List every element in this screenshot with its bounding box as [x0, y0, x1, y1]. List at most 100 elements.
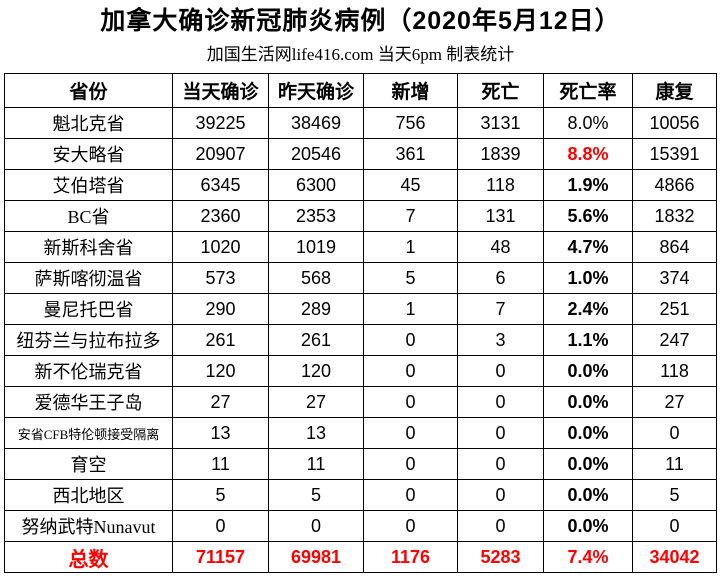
cell-new: 45: [363, 169, 458, 201]
cell-today: 1020: [172, 231, 269, 263]
table-row: 努纳武特Nunavut 0 0 0 0 0.0% 0: [4, 510, 717, 542]
cell-deaths: 3: [457, 324, 544, 356]
cell-new: 756: [363, 107, 458, 139]
cell-province: BC省: [4, 200, 173, 232]
cell-province: 育空: [4, 448, 173, 480]
table-row: BC省 2360 2353 7 131 5.6% 1832: [4, 200, 717, 232]
cell-today: 6345: [172, 169, 269, 201]
cell-new: 5: [363, 262, 458, 294]
column-header-3: 新增: [363, 73, 458, 108]
cell-province: 新不伦瑞克省: [4, 355, 173, 387]
cell-recovered: 247: [632, 324, 717, 356]
table-row: 艾伯塔省 6345 6300 45 118 1.9% 4866: [4, 169, 717, 201]
cell-yesterday: 2353: [268, 200, 364, 232]
cell-deaths: 0: [457, 479, 544, 511]
cell-today: 573: [172, 262, 269, 294]
column-header-4: 死亡: [457, 73, 544, 108]
cell-death-rate: 1.9%: [543, 169, 633, 201]
cell-death-rate: 4.7%: [543, 231, 633, 263]
cell-death-rate: 0.0%: [543, 386, 633, 418]
table-row: 西北地区 5 5 0 0 0.0% 5: [4, 479, 717, 511]
cell-new: 1: [363, 293, 458, 325]
total-cell-death-rate: 7.4%: [543, 541, 633, 573]
table-row: 安省CFB特伦顿接受隔离 13 13 0 0 0.0% 0: [4, 417, 717, 449]
cell-yesterday: 13: [268, 417, 364, 449]
table-row: 安大略省 20907 20546 361 1839 8.8% 15391: [4, 138, 717, 170]
cell-death-rate: 0.0%: [543, 448, 633, 480]
cell-province: 魁北克省: [4, 107, 173, 139]
cell-province: 纽芬兰与拉布拉多: [4, 324, 173, 356]
column-header-2: 昨天确诊: [268, 73, 364, 108]
cell-death-rate: 0.0%: [543, 355, 633, 387]
cell-death-rate: 5.6%: [543, 200, 633, 232]
cell-new: 0: [363, 510, 458, 542]
cell-today: 0: [172, 510, 269, 542]
cell-yesterday: 27: [268, 386, 364, 418]
cell-deaths: 0: [457, 417, 544, 449]
covid-stats-table: 省份 当天确诊 昨天确诊 新增 死亡 死亡率 康复 魁北克省 39225 38469 756 313…: [4, 73, 717, 573]
cell-today: 120: [172, 355, 269, 387]
cell-deaths: 118: [457, 169, 544, 201]
cell-yesterday: 1019: [268, 231, 364, 263]
table-row: 萨斯喀彻温省 573 568 5 6 1.0% 374: [4, 262, 717, 294]
table-row: 新斯科舍省 1020 1019 1 48 4.7% 864: [4, 231, 717, 263]
cell-today: 5: [172, 479, 269, 511]
cell-yesterday: 261: [268, 324, 364, 356]
cell-yesterday: 6300: [268, 169, 364, 201]
cell-new: 0: [363, 324, 458, 356]
page-title: 加拿大确诊新冠肺炎病例（2020年5月12日）: [100, 7, 621, 35]
cell-recovered: 1832: [632, 200, 717, 232]
table-total-row: 总数 71157 69981 1176 5283 7.4% 34042: [4, 541, 717, 573]
total-label: 总数: [4, 541, 173, 573]
cell-new: 0: [363, 417, 458, 449]
cell-new: 0: [363, 479, 458, 511]
cell-province: 西北地区: [4, 479, 173, 511]
cell-province: 萨斯喀彻温省: [4, 262, 173, 294]
cell-new: 0: [363, 448, 458, 480]
cell-today: 27: [172, 386, 269, 418]
cell-yesterday: 120: [268, 355, 364, 387]
cell-recovered: 27: [632, 386, 717, 418]
cell-death-rate: 0.0%: [543, 479, 633, 511]
cell-deaths: 0: [457, 448, 544, 480]
cell-death-rate: 0.0%: [543, 417, 633, 449]
cell-deaths: 48: [457, 231, 544, 263]
cell-province: 曼尼托巴省: [4, 293, 173, 325]
cell-deaths: 131: [457, 200, 544, 232]
cell-new: 7: [363, 200, 458, 232]
cell-deaths: 0: [457, 510, 544, 542]
cell-death-rate: 1.0%: [543, 262, 633, 294]
cell-recovered: 15391: [632, 138, 717, 170]
cell-yesterday: 38469: [268, 107, 364, 139]
total-cell-yesterday: 69981: [268, 541, 364, 573]
column-header-1: 当天确诊: [172, 73, 269, 108]
cell-province: 新斯科舍省: [4, 231, 173, 263]
cell-yesterday: 289: [268, 293, 364, 325]
cell-recovered: 118: [632, 355, 717, 387]
cell-today: 290: [172, 293, 269, 325]
cell-yesterday: 20546: [268, 138, 364, 170]
cell-province: 爱德华王子岛: [4, 386, 173, 418]
total-cell-deaths: 5283: [457, 541, 544, 573]
cell-deaths: 3131: [457, 107, 544, 139]
table-row: 纽芬兰与拉布拉多 261 261 0 3 1.1% 247: [4, 324, 717, 356]
cell-yesterday: 0: [268, 510, 364, 542]
page-subtitle: 加国生活网life416.com 当天6pm 制表统计: [206, 45, 515, 64]
table-row: 爱德华王子岛 27 27 0 0 0.0% 27: [4, 386, 717, 418]
cell-yesterday: 5: [268, 479, 364, 511]
cell-today: 261: [172, 324, 269, 356]
cell-new: 0: [363, 355, 458, 387]
cell-recovered: 4866: [632, 169, 717, 201]
cell-recovered: 0: [632, 510, 717, 542]
cell-death-rate: 0.0%: [543, 510, 633, 542]
cell-new: 1: [363, 231, 458, 263]
cell-new: 361: [363, 138, 458, 170]
cell-today: 2360: [172, 200, 269, 232]
cell-deaths: 0: [457, 355, 544, 387]
table-row: 新不伦瑞克省 120 120 0 0 0.0% 118: [4, 355, 717, 387]
total-cell-today: 71157: [172, 541, 269, 573]
table-row: 育空 11 11 0 0 0.0% 11: [4, 448, 717, 480]
total-cell-recovered: 34042: [632, 541, 717, 573]
cell-death-rate: 8.0%: [543, 107, 633, 139]
cell-deaths: 0: [457, 386, 544, 418]
